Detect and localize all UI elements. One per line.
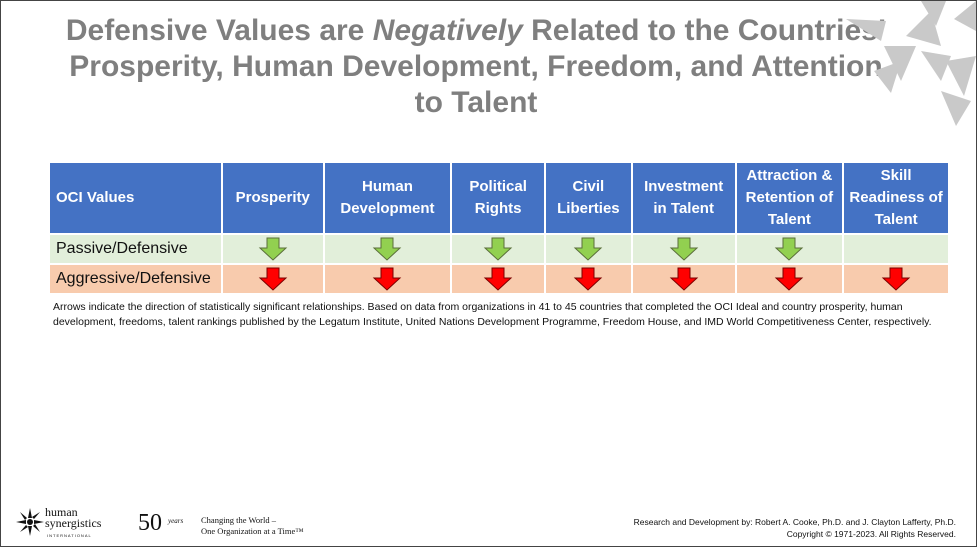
down-arrow-icon	[483, 237, 513, 261]
down-arrow-icon	[775, 237, 804, 261]
down-arrow-icon	[775, 267, 804, 291]
down-arrow-icon	[669, 267, 698, 291]
title-emphasis: Negatively	[372, 14, 523, 47]
title-part2: Related to the Countries’ Prosperity, Hu…	[69, 14, 887, 119]
table-cell	[734, 263, 845, 295]
table-cell	[543, 233, 633, 265]
header-attraction-retention: Attraction & Retention of Talent	[734, 161, 845, 235]
table-cell	[543, 263, 633, 295]
header-skill-readiness: Skill Readiness of Talent	[842, 161, 950, 235]
starburst-logo-icon	[16, 508, 44, 536]
fifty-years-mark: 50	[138, 510, 162, 536]
down-arrow-icon	[483, 267, 513, 291]
logo-line2: synergistics	[45, 516, 102, 530]
footnote: Arrows indicate the direction of statist…	[53, 301, 932, 328]
credits: Research and Development by: Robert A. C…	[634, 516, 956, 540]
table-row-aggressive-defensive: Aggressive/Defensive	[48, 263, 950, 295]
down-arrow-icon	[258, 237, 288, 261]
down-arrow-icon	[669, 237, 698, 261]
header-prosperity: Prosperity	[220, 161, 325, 235]
header-investment-in-talent: Investment in Talent	[630, 161, 737, 235]
company-logo-text: human synergistics	[45, 505, 102, 530]
down-arrow-icon	[373, 267, 402, 291]
down-arrow-icon	[258, 267, 288, 291]
credit-line1: Research and Development by: Robert A. C…	[633, 517, 956, 527]
table-cell	[322, 263, 453, 295]
table-cell	[322, 233, 453, 265]
slide-title: Defensive Values are Negatively Related …	[61, 13, 891, 121]
down-arrow-icon	[373, 237, 402, 261]
tagline-line2: One Organization at a Time™	[201, 526, 304, 536]
header-civil-liberties: Civil Liberties	[543, 161, 633, 235]
table-row-passive-defensive: Passive/Defensive	[48, 233, 950, 265]
logo-subtitle: INTERNATIONAL	[47, 533, 92, 538]
table-cell	[450, 233, 546, 265]
table-cell	[220, 233, 325, 265]
table-cell	[450, 263, 546, 295]
credit-line2: Copyright © 1971-2023. All Rights Reserv…	[786, 529, 956, 539]
title-part1: Defensive Values are	[65, 14, 373, 47]
header-human-development: Human Development	[322, 161, 453, 235]
table-cell	[630, 233, 737, 265]
down-arrow-icon	[881, 267, 911, 291]
header-oci-values: OCI Values	[48, 161, 223, 235]
table-cell	[630, 263, 737, 295]
oci-values-table: OCI Values Prosperity Human Development …	[48, 161, 950, 295]
table-cell	[734, 233, 845, 265]
down-arrow-icon	[574, 237, 603, 261]
arrows-star-icon	[846, 1, 976, 126]
tagline-line1: Changing the World –	[201, 515, 276, 525]
row-label: Passive/Defensive	[48, 233, 223, 265]
table-cell	[842, 233, 950, 265]
years-label: years	[168, 517, 184, 525]
logo-line1: human	[45, 505, 78, 519]
down-arrow-icon	[574, 267, 603, 291]
table-header-row: OCI Values Prosperity Human Development …	[48, 161, 950, 235]
row-label: Aggressive/Defensive	[48, 263, 223, 295]
tagline: Changing the World – One Organization at…	[201, 515, 304, 537]
table-cell	[220, 263, 325, 295]
header-political-rights: Political Rights	[450, 161, 546, 235]
table-cell	[842, 263, 950, 295]
